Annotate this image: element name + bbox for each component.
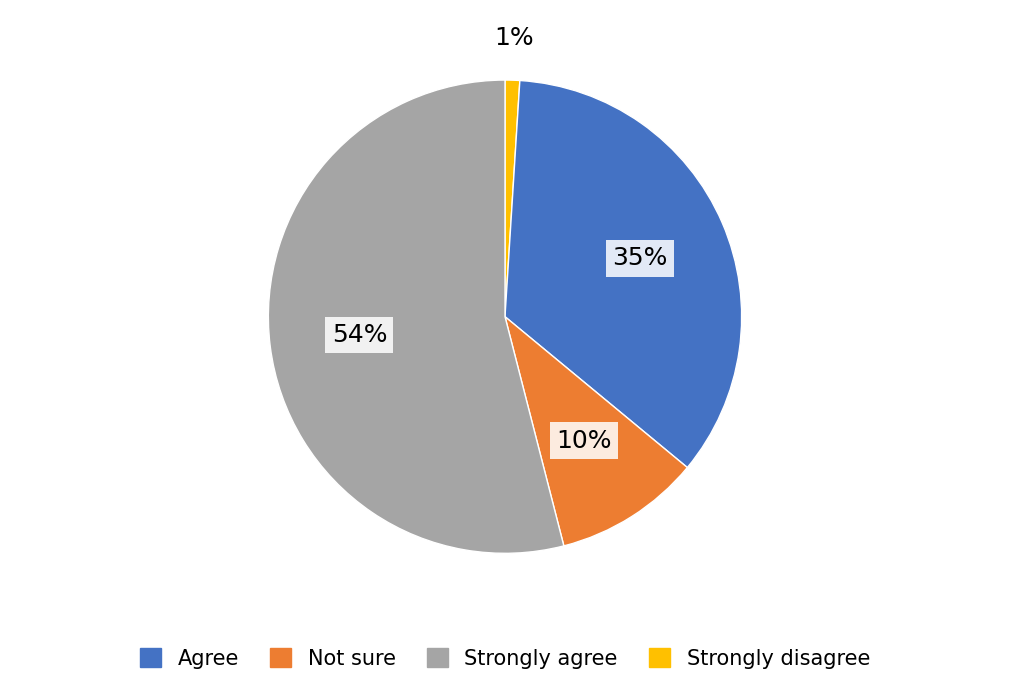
Wedge shape (505, 81, 741, 468)
Text: 35%: 35% (612, 246, 668, 271)
Text: 10%: 10% (556, 429, 611, 452)
Wedge shape (505, 317, 688, 546)
Text: 54%: 54% (331, 323, 387, 347)
Legend: Agree, Not sure, Strongly agree, Strongly disagree: Agree, Not sure, Strongly agree, Strongl… (129, 638, 881, 679)
Wedge shape (505, 80, 520, 317)
Text: 1%: 1% (494, 26, 533, 49)
Wedge shape (269, 80, 564, 553)
